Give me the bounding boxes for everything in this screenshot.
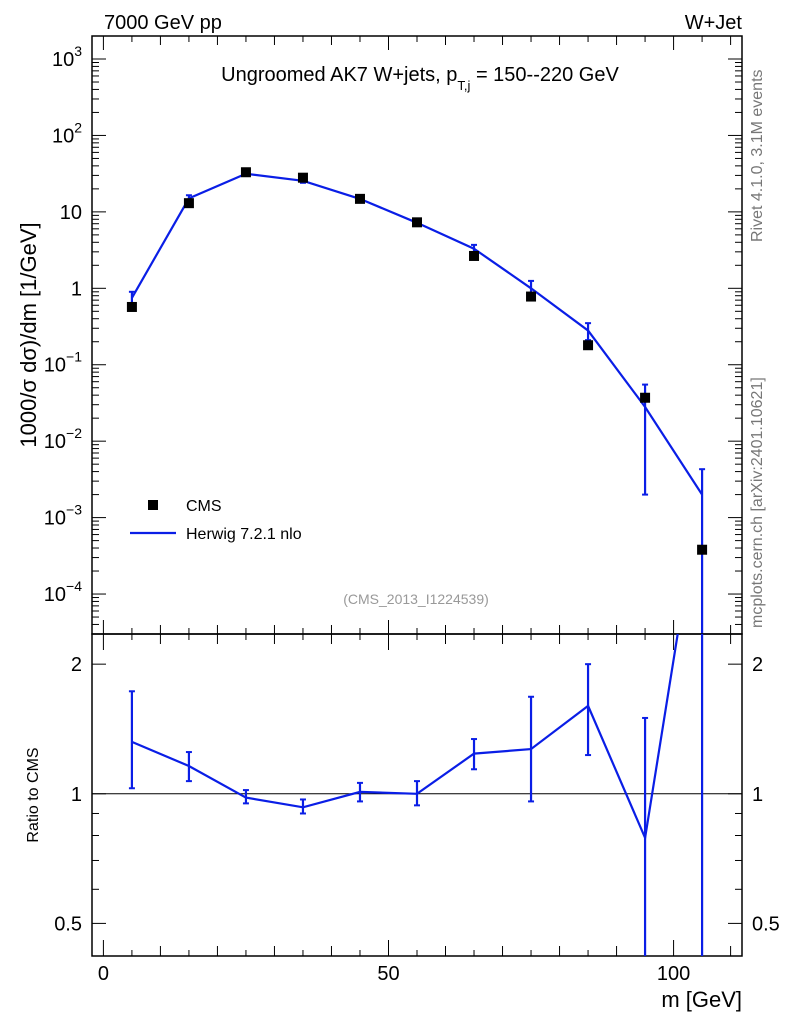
- x-tick-label: 50: [377, 963, 399, 985]
- main-y-tick-label: 103: [52, 43, 82, 71]
- ratio-error-bars: [128, 634, 704, 956]
- main-axis-ticks: [92, 35, 742, 635]
- legend: CMS Herwig 7.2.1 nlo: [130, 498, 302, 543]
- analysis-tag: (CMS_2013_I1224539): [343, 591, 489, 607]
- data-point: [297, 172, 308, 183]
- main-panel-frame: [91, 35, 743, 635]
- data-point: [240, 167, 251, 178]
- legend-data-label: CMS: [186, 498, 222, 515]
- ratio-y-tick-label: 2: [71, 654, 82, 676]
- data-point: [697, 544, 708, 555]
- ratio-axis-ticks: [92, 634, 742, 956]
- data-point: [412, 217, 422, 228]
- data-points: [126, 167, 708, 555]
- main-y-axis-label: 1000/σ dσ)/dm [1/GeV]: [16, 222, 41, 447]
- ratio-x-tick-labels: 0 50 100: [98, 963, 690, 985]
- ratio-y-axis-label: Ratio to CMS: [25, 747, 42, 842]
- main-y-tick-label: 102: [52, 119, 82, 147]
- main-title: Ungroomed AK7 W+jets, pT,j = 150--220 Ge…: [221, 64, 619, 93]
- data-point: [526, 291, 537, 302]
- main-y-tick-label: 1: [71, 278, 82, 300]
- mc-error-bars: [128, 170, 706, 634]
- ratio-y-tick-label-right: 1: [752, 784, 763, 806]
- ratio-panel: 0.5 0.5 1 1 2 2 0 50 100 Ratio to CMS m [GeV]: [25, 633, 780, 1012]
- ratio-line: [131, 633, 679, 842]
- data-point: [354, 193, 365, 204]
- ratio-y-tick-label-right: 0.5: [752, 913, 780, 935]
- x-axis-label: m [GeV]: [661, 987, 742, 1012]
- data-point: [640, 392, 651, 403]
- rivet-label: Rivet 4.1.0, 3.1M events: [749, 69, 766, 242]
- main-y-tick-label: 10−4: [44, 578, 82, 606]
- header-left: 7000 GeV pp: [104, 12, 222, 34]
- data-point: [583, 340, 594, 351]
- main-y-tick-label: 10−1: [44, 349, 82, 377]
- ratio-y-tick-labels: 0.5 0.5 1 1 2 2: [54, 654, 780, 935]
- ratio-y-tick-label: 0.5: [54, 913, 82, 935]
- legend-data-marker: [148, 500, 158, 510]
- header-right: W+Jet: [685, 12, 743, 34]
- ratio-y-tick-label: 1: [71, 784, 82, 806]
- main-panel: Ungroomed AK7 W+jets, pT,j = 150--220 Ge…: [16, 35, 743, 635]
- data-point: [469, 250, 480, 261]
- mcplots-label: mcplots.cern.ch [arXiv:2401.10621]: [749, 377, 766, 628]
- legend-mc-label: Herwig 7.2.1 nlo: [186, 526, 302, 543]
- main-y-tick-label: 10−2: [44, 425, 82, 453]
- main-y-tick-label: 10: [60, 202, 82, 224]
- main-y-tick-label: 10−3: [44, 502, 82, 530]
- x-tick-label: 100: [657, 963, 690, 985]
- ratio-y-tick-label-right: 2: [752, 654, 763, 676]
- x-tick-label: 0: [98, 963, 109, 985]
- data-point: [183, 198, 194, 209]
- data-point: [126, 301, 137, 312]
